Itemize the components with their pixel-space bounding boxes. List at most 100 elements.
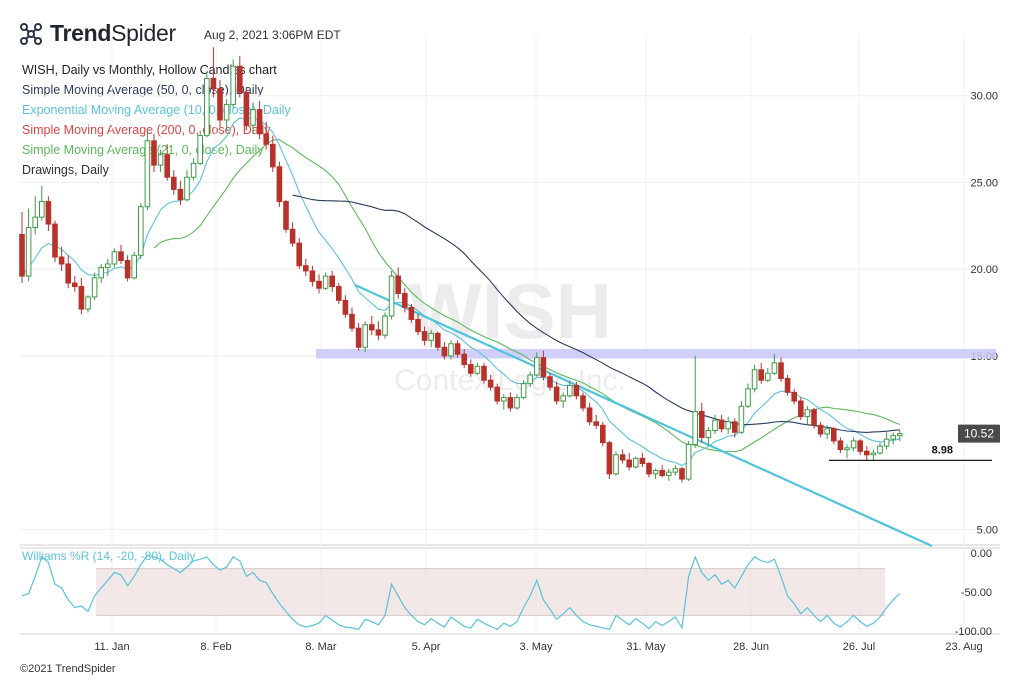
candle-body	[685, 443, 692, 480]
candle-body	[798, 400, 804, 418]
candle-body	[124, 260, 131, 279]
brand: TrendSpider	[18, 20, 176, 47]
time-tick-label: 23. Aug	[945, 641, 982, 653]
candle-body	[850, 440, 857, 449]
candle-body	[844, 447, 850, 451]
candle-body	[32, 216, 39, 229]
descending-trendline	[354, 283, 933, 548]
candle-body	[441, 346, 448, 357]
copyright: ©2021 TrendSpider	[20, 663, 116, 675]
candle-body	[553, 386, 560, 402]
candle-body	[824, 428, 831, 435]
candle-body	[131, 254, 137, 279]
candle-body	[573, 384, 580, 397]
candle-body	[745, 388, 751, 407]
williams-tick-label: -100.00	[955, 626, 992, 638]
williams-band	[96, 568, 885, 616]
price-tick-label: 20.00	[970, 264, 998, 276]
time-tick-label: 26. Jul	[843, 641, 875, 653]
candle-body	[837, 440, 844, 451]
candle-body	[263, 133, 269, 145]
candle-body	[91, 277, 98, 298]
candle-body	[705, 430, 712, 438]
candle-body	[626, 459, 633, 468]
candle-body	[652, 469, 659, 475]
candle-body	[19, 233, 25, 277]
candle-body	[283, 201, 289, 230]
time-tick-label: 8. Mar	[305, 641, 337, 653]
candle-body	[646, 462, 652, 475]
candle-body	[448, 343, 454, 357]
price-tick-label: 25.00	[970, 177, 998, 189]
candle-body	[864, 450, 870, 456]
candle-body	[322, 275, 329, 289]
candle-body	[560, 395, 567, 402]
candle-body	[507, 397, 514, 409]
candle-body	[712, 419, 718, 432]
time-tick-label: 5. Apr	[412, 641, 441, 653]
trendspider-logo-icon	[20, 22, 42, 45]
candle-body	[514, 397, 520, 409]
candle-body	[157, 154, 164, 166]
candle-body	[468, 364, 474, 374]
candle-body	[534, 357, 540, 376]
candle-body	[421, 331, 428, 341]
sma50-line	[292, 194, 900, 433]
candle-body	[494, 386, 500, 402]
candle-body	[349, 313, 355, 329]
candle-body	[355, 327, 362, 348]
candle-body	[184, 176, 190, 201]
time-tick-label: 31. May	[626, 641, 666, 653]
candle-body	[223, 103, 230, 121]
candle-body	[243, 91, 250, 126]
time-tick-label: 11. Jan	[94, 641, 129, 653]
candle-body	[454, 343, 461, 355]
candle-body	[692, 410, 699, 445]
candle-body	[190, 162, 197, 178]
candle-body	[890, 435, 897, 440]
candle-body	[520, 383, 527, 399]
candle-body	[501, 397, 507, 402]
candle-body	[164, 154, 170, 178]
candle-body	[276, 166, 283, 203]
legend-sma21[interactable]: Simple Moving Average (21, 0, close), Da…	[22, 143, 264, 157]
candle-body	[309, 270, 316, 282]
candle-body	[72, 282, 78, 288]
candle-body	[461, 353, 467, 366]
candle-body	[316, 280, 322, 289]
candle-body	[296, 242, 302, 267]
candle-body	[408, 306, 415, 320]
candle-body	[336, 286, 342, 301]
candle-body	[39, 201, 45, 218]
brand-name: TrendSpider	[50, 20, 176, 46]
ema10-line	[21, 116, 900, 467]
candle-body	[303, 265, 309, 272]
legend-drawings[interactable]: Drawings, Daily	[22, 163, 109, 177]
legend-sma50[interactable]: Simple Moving Average (50, 0, close), Da…	[22, 83, 264, 97]
candle-body	[547, 376, 553, 388]
candle-body	[369, 324, 375, 331]
candle-body	[204, 77, 210, 137]
resistance-zone	[316, 348, 996, 359]
candle-body	[52, 223, 58, 258]
candle-body	[811, 409, 817, 426]
time-tick-label: 28. Jun	[733, 641, 769, 653]
candle-body	[85, 296, 91, 310]
candle-body	[897, 433, 903, 437]
candle-body	[804, 409, 811, 418]
williams-r-line	[21, 554, 901, 631]
legend-ema10[interactable]: Exponential Moving Average (10, 0, close…	[22, 103, 291, 117]
candle-body	[883, 438, 890, 447]
candle-body	[237, 65, 243, 93]
price-tick-label: 5.00	[977, 524, 998, 536]
candle-body	[877, 445, 883, 454]
candle-body	[613, 454, 619, 475]
candle-body	[217, 88, 223, 121]
candle-body	[540, 357, 547, 378]
candle-body	[177, 188, 184, 201]
candle-body	[151, 140, 157, 166]
candle-body	[732, 421, 738, 433]
candle-body	[342, 299, 349, 315]
watermark-symbol: WISH	[408, 267, 612, 355]
